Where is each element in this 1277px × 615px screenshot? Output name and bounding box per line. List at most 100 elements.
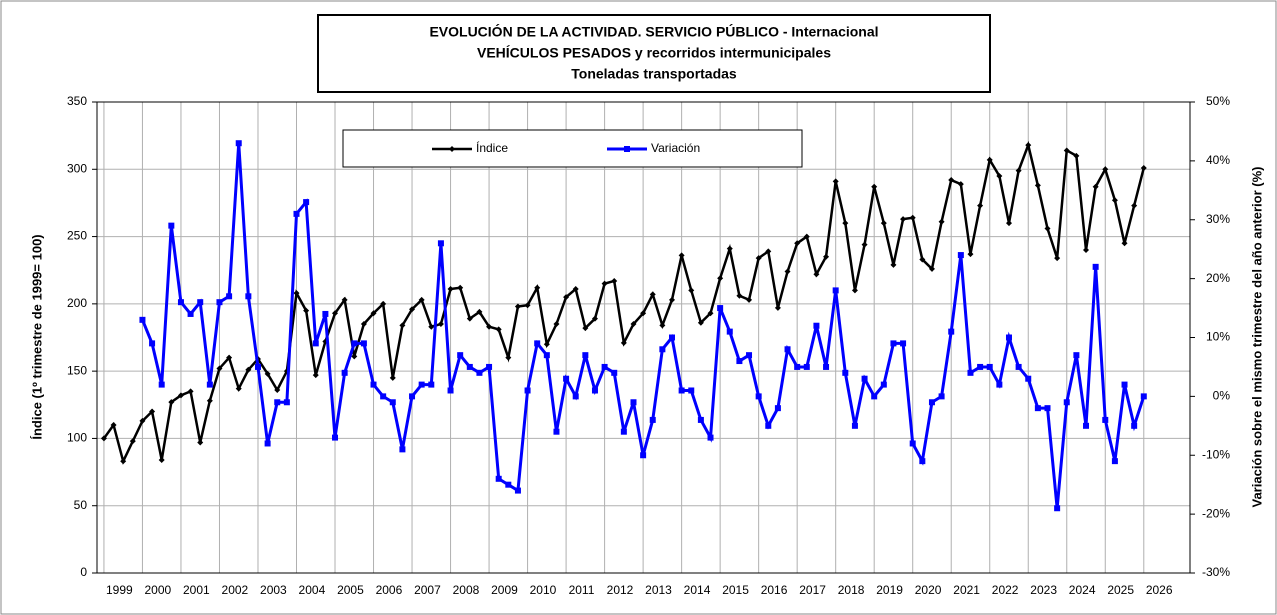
marker bbox=[486, 323, 493, 330]
marker bbox=[447, 387, 454, 394]
marker bbox=[1054, 255, 1061, 262]
x-tick-label: 2021 bbox=[953, 583, 980, 597]
marker bbox=[370, 381, 377, 388]
x-tick-label: 2022 bbox=[992, 583, 1019, 597]
x-tick-label: 2000 bbox=[144, 583, 171, 597]
x-tick-label: 2023 bbox=[1030, 583, 1057, 597]
marker bbox=[1102, 166, 1109, 173]
marker bbox=[668, 296, 675, 303]
marker bbox=[620, 428, 627, 435]
marker bbox=[919, 458, 926, 465]
marker bbox=[774, 405, 781, 412]
legend-label: Variación bbox=[651, 141, 700, 155]
marker bbox=[428, 323, 435, 330]
marker bbox=[591, 315, 598, 322]
y2-tick-label: 30% bbox=[1206, 212, 1230, 226]
marker bbox=[765, 248, 772, 255]
x-tick-label: 2001 bbox=[183, 583, 210, 597]
marker bbox=[900, 216, 907, 223]
marker bbox=[803, 363, 810, 370]
marker bbox=[158, 381, 165, 388]
y2-tick-label: -20% bbox=[1202, 506, 1230, 520]
x-tick-label: 2014 bbox=[684, 583, 711, 597]
marker bbox=[591, 387, 598, 394]
marker bbox=[495, 326, 502, 333]
marker bbox=[717, 305, 724, 312]
marker bbox=[437, 321, 444, 328]
marker bbox=[129, 438, 136, 445]
x-tick-label: 2016 bbox=[761, 583, 788, 597]
plot-border bbox=[96, 101, 1191, 574]
marker bbox=[1044, 225, 1051, 232]
marker bbox=[380, 393, 387, 400]
marker bbox=[1121, 240, 1128, 247]
marker bbox=[1073, 352, 1080, 359]
y2-tick-label: 40% bbox=[1206, 153, 1230, 167]
marker bbox=[341, 369, 348, 376]
marker bbox=[177, 299, 184, 306]
marker bbox=[1140, 164, 1147, 171]
marker bbox=[1063, 399, 1070, 406]
marker bbox=[1063, 147, 1070, 154]
marker bbox=[582, 325, 589, 332]
marker bbox=[697, 319, 704, 326]
marker bbox=[409, 393, 416, 400]
marker bbox=[351, 340, 358, 347]
marker bbox=[254, 363, 261, 370]
marker bbox=[168, 399, 175, 406]
marker bbox=[909, 214, 916, 221]
marker bbox=[957, 252, 964, 259]
y-axis-label: Índice (1º trimestre de 1999= 100) bbox=[29, 234, 44, 439]
marker bbox=[457, 284, 464, 291]
marker bbox=[428, 381, 435, 388]
marker bbox=[707, 434, 714, 441]
marker bbox=[226, 293, 233, 300]
marker bbox=[120, 458, 127, 465]
marker bbox=[399, 322, 406, 329]
marker bbox=[986, 363, 993, 370]
marker bbox=[630, 399, 637, 406]
marker bbox=[611, 277, 618, 284]
marker bbox=[177, 392, 184, 399]
marker bbox=[100, 435, 107, 442]
marker bbox=[466, 363, 473, 370]
marker bbox=[447, 286, 454, 293]
marker bbox=[1083, 247, 1090, 254]
marker bbox=[1034, 182, 1041, 189]
marker bbox=[110, 421, 117, 428]
marker bbox=[563, 375, 570, 382]
marker bbox=[457, 352, 464, 359]
x-tick-label: 2013 bbox=[645, 583, 672, 597]
x-tick-label: 2008 bbox=[453, 583, 480, 597]
marker bbox=[1140, 393, 1147, 400]
marker bbox=[505, 354, 512, 361]
chart-title: Toneladas transportadas bbox=[571, 66, 737, 82]
marker bbox=[1083, 422, 1090, 429]
marker bbox=[1034, 405, 1041, 412]
marker bbox=[341, 296, 348, 303]
marker bbox=[1005, 334, 1012, 341]
marker bbox=[649, 291, 656, 298]
x-tick-label: 2025 bbox=[1107, 583, 1134, 597]
y-tick-label: 300 bbox=[67, 161, 87, 175]
marker bbox=[322, 310, 329, 317]
x-tick-label: 2007 bbox=[414, 583, 441, 597]
marker bbox=[678, 387, 685, 394]
marker bbox=[813, 271, 820, 278]
legend-marker bbox=[624, 146, 630, 152]
marker bbox=[659, 322, 666, 329]
marker bbox=[1131, 422, 1138, 429]
marker bbox=[861, 375, 868, 382]
marker bbox=[360, 321, 367, 328]
marker bbox=[187, 388, 194, 395]
x-tick-label: 2015 bbox=[722, 583, 749, 597]
marker bbox=[187, 310, 194, 317]
marker bbox=[543, 341, 550, 348]
y-tick-label: 250 bbox=[67, 229, 87, 243]
marker bbox=[476, 308, 483, 315]
marker bbox=[197, 299, 204, 306]
marker bbox=[514, 303, 521, 310]
marker bbox=[967, 251, 974, 258]
marker bbox=[264, 440, 271, 447]
